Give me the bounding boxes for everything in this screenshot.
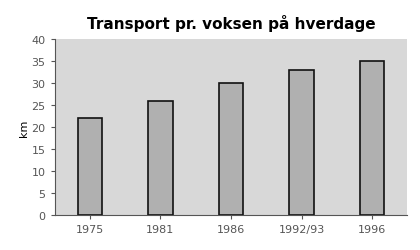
Bar: [289, 70, 314, 215]
Title: Transport pr. voksen på hverdage: Transport pr. voksen på hverdage: [87, 15, 375, 32]
Bar: [78, 119, 102, 215]
Y-axis label: km: km: [18, 119, 29, 136]
Bar: [360, 62, 384, 215]
Bar: [148, 101, 173, 215]
Bar: [219, 84, 243, 215]
